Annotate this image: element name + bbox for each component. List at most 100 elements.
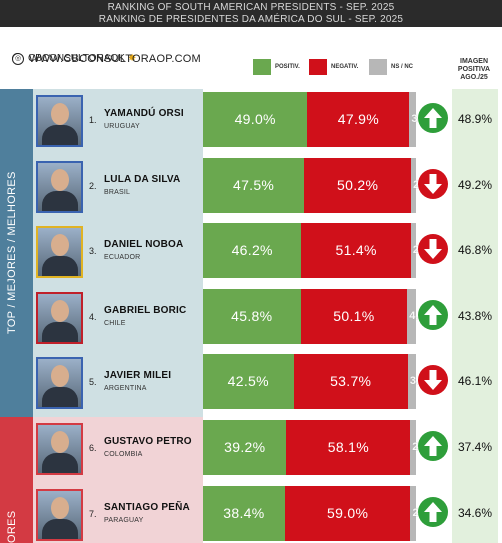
legend-negative: NEGATIV.	[309, 59, 358, 75]
photo-head	[51, 496, 69, 519]
verified-badge-icon: ✸	[127, 53, 137, 64]
imagen-value: 37.4%	[457, 440, 493, 454]
arrow-up-icon	[418, 496, 448, 527]
president-photo	[36, 357, 83, 410]
photo-head	[51, 234, 69, 257]
imagen-header: IMAGEN POSITIVA AGO./25	[457, 58, 491, 81]
legend-swatch-positive	[253, 59, 271, 75]
imagen-value: 34.6%	[457, 505, 493, 520]
data-label-negative: 47.9%	[337, 111, 379, 127]
president-photo	[36, 423, 83, 475]
photo-body	[42, 321, 78, 342]
country-name: URUGUAY	[104, 123, 140, 130]
arrow-down-icon	[418, 168, 448, 199]
table-row: 6.GUSTAVO PETROCOLOMBIA39.2%58.1%2.737.4…	[0, 417, 502, 477]
imagen-value: 46.8%	[457, 243, 493, 258]
title-english: RANKING OF SOUTH AMERICAN PRESIDENTS - S…	[107, 2, 395, 13]
bar-segment-negative	[284, 485, 411, 541]
table-row: 4. GABRIEL BORIC CHILE 45.8% 50.1% 4.1 43.8%	[0, 286, 502, 346]
rank-number: 6.	[89, 443, 97, 453]
data-label-negative: 50.1%	[333, 307, 375, 324]
president-name: GABRIEL BORIC	[104, 304, 187, 316]
country-name: PARAGUAY	[104, 516, 144, 524]
legend-negative-label: NEGATIV.	[331, 64, 359, 70]
president-photo	[36, 488, 83, 541]
president-name: LULA DA SILVA	[104, 173, 181, 185]
legend-swatch-ns	[369, 59, 387, 75]
section-bottom-band: ORES	[0, 417, 33, 543]
data-label-positive: 49.0%	[234, 111, 276, 127]
header-bar: RANKING OF SOUTH AMERICAN PRESIDENTS - S…	[0, 0, 502, 27]
country-name: ARGENTINA	[104, 385, 147, 393]
bar-segment-positive	[203, 288, 301, 344]
brand-url: WWW.CBCONSULTORAOP.COM	[29, 52, 201, 65]
president-name: SANTIAGO PEÑA	[104, 501, 190, 513]
bar-segment-ns	[411, 157, 416, 213]
country-name: COLOMBIA	[104, 451, 143, 458]
legend-positive-label: POSITIV.	[275, 64, 300, 70]
bar-segment-positive	[203, 92, 308, 147]
photo-body	[42, 125, 78, 145]
photo-head	[51, 168, 69, 191]
bar-segment-ns	[407, 288, 416, 344]
photo-body	[42, 453, 78, 473]
section-top-band: TOP / MEJORES / MELHORES	[0, 89, 33, 417]
rank-number: 7.	[89, 508, 97, 519]
photo-body	[42, 256, 78, 277]
president-photo	[36, 160, 83, 213]
rank-number: 4.	[89, 311, 97, 322]
bar-segment-ns	[410, 223, 416, 279]
rank-number: 2.	[89, 180, 97, 191]
photo-head	[51, 299, 69, 322]
table-row: 5.JAVIER MILEIARGENTINA42.5%53.7%3.846.1…	[0, 351, 502, 411]
photo-body	[42, 190, 78, 211]
country-name: ECUADOR	[104, 254, 141, 262]
arrow-up-icon	[418, 103, 448, 133]
legend-positive: POSITIV.	[253, 59, 300, 75]
country-name: BRASIL	[104, 188, 131, 196]
photo-body	[42, 518, 78, 539]
president-name: GUSTAVO PETRO	[104, 436, 192, 447]
photo-head	[51, 365, 69, 388]
table-row: 7.SANTIAGO PEÑAPARAGUAY38.4%59.0%2.634.6…	[0, 483, 502, 543]
imagen-value: 49.2%	[457, 177, 493, 192]
data-label-positive: 47.5%	[232, 176, 275, 193]
bar-segment-negative	[307, 92, 410, 147]
bar-segment-ns	[407, 354, 416, 410]
bar-segment-ns	[410, 485, 416, 541]
legend-ns-label: NS / NC	[391, 64, 414, 70]
data-label-negative: 50.2%	[337, 176, 379, 193]
imagen-column	[452, 89, 498, 543]
legend-ns: NS / NC	[369, 59, 413, 75]
data-label-positive: 38.4%	[223, 504, 265, 521]
bar-segment-positive	[203, 223, 302, 279]
data-label-negative: 53.7%	[330, 373, 372, 390]
imagen-value: 43.8%	[457, 308, 493, 323]
data-label-positive: 42.5%	[227, 373, 269, 390]
bar-segment-ns	[409, 92, 416, 147]
president-photo	[36, 95, 83, 147]
president-name: YAMANDÚ ORSI	[104, 108, 184, 119]
data-label-negative: 59.0%	[327, 504, 369, 521]
arrow-down-icon	[418, 234, 448, 265]
country-name: CHILE	[104, 319, 126, 327]
bar-segment-negative	[300, 288, 408, 344]
bar-segment-negative	[301, 223, 411, 279]
photo-head	[51, 103, 69, 125]
bar-segment-positive	[203, 485, 285, 541]
president-photo	[36, 291, 83, 344]
data-label-negative: 51.4%	[335, 242, 377, 259]
rank-number: 1.	[89, 115, 97, 125]
title-portuguese: RANKING DE PRESIDENTES DA AMÉRICA DO SUL…	[98, 14, 404, 25]
rank-number: 3.	[89, 246, 97, 257]
president-name: DANIEL NOBOA	[104, 239, 184, 251]
arrow-up-icon	[418, 299, 448, 330]
data-label-positive: 46.2%	[231, 242, 273, 259]
data-label-negative: 58.1%	[327, 439, 369, 455]
bar-segment-positive	[203, 157, 305, 213]
bar-segment-positive	[203, 420, 287, 475]
arrow-down-icon	[418, 365, 448, 396]
